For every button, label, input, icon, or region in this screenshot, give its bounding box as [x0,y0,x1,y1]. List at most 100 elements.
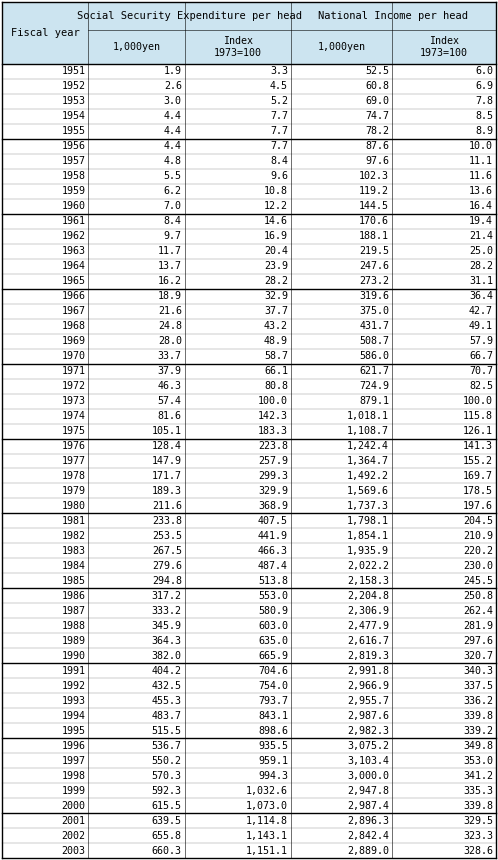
Text: 70.7: 70.7 [469,366,493,376]
Text: 1959: 1959 [61,187,86,196]
Text: 879.1: 879.1 [359,396,389,406]
Text: 487.4: 487.4 [258,561,288,571]
Text: 5.2: 5.2 [270,96,288,107]
Text: 2,966.9: 2,966.9 [347,681,389,691]
Text: 3,075.2: 3,075.2 [347,740,389,751]
Text: 28.0: 28.0 [158,336,182,347]
Text: 455.3: 455.3 [152,696,182,706]
Text: 267.5: 267.5 [152,546,182,556]
Text: 4.4: 4.4 [164,141,182,151]
Text: 33.7: 33.7 [158,351,182,361]
Text: 188.1: 188.1 [359,231,389,242]
Text: 843.1: 843.1 [258,710,288,721]
Text: 46.3: 46.3 [158,381,182,391]
Text: Index
1973=100: Index 1973=100 [420,36,468,58]
Text: 19.4: 19.4 [469,217,493,226]
Text: 2,896.3: 2,896.3 [347,815,389,826]
Text: 1999: 1999 [61,785,86,796]
Text: 580.9: 580.9 [258,605,288,616]
Text: 328.6: 328.6 [463,845,493,856]
Text: 233.8: 233.8 [152,516,182,526]
Text: 8.4: 8.4 [270,157,288,166]
Text: 1,492.2: 1,492.2 [347,471,389,481]
Text: 1954: 1954 [61,112,86,121]
Text: 9.6: 9.6 [270,171,288,181]
Text: 11.6: 11.6 [469,171,493,181]
Text: 211.6: 211.6 [152,501,182,511]
Text: 2,306.9: 2,306.9 [347,605,389,616]
Text: 21.4: 21.4 [469,231,493,242]
Text: 431.7: 431.7 [359,321,389,331]
Text: 197.6: 197.6 [463,501,493,511]
Text: 294.8: 294.8 [152,576,182,586]
Text: 2,889.0: 2,889.0 [347,845,389,856]
Text: 2001: 2001 [61,815,86,826]
Text: 3.0: 3.0 [164,96,182,107]
Text: 281.9: 281.9 [463,621,493,630]
Text: 1995: 1995 [61,726,86,735]
Text: 4.8: 4.8 [164,157,182,166]
Text: 1,798.1: 1,798.1 [347,516,389,526]
Text: 299.3: 299.3 [258,471,288,481]
Text: 704.6: 704.6 [258,666,288,676]
Text: 339.8: 339.8 [463,801,493,811]
Text: 6.2: 6.2 [164,187,182,196]
Text: 1990: 1990 [61,651,86,660]
Text: 320.7: 320.7 [463,651,493,660]
Text: Fiscal year: Fiscal year [11,28,80,38]
Text: 1,737.3: 1,737.3 [347,501,389,511]
Text: 1952: 1952 [61,82,86,91]
Text: 1997: 1997 [61,756,86,765]
Text: 1,935.9: 1,935.9 [347,546,389,556]
Text: 553.0: 553.0 [258,591,288,601]
Text: 665.9: 665.9 [258,651,288,660]
Text: 82.5: 82.5 [469,381,493,391]
Text: 115.8: 115.8 [463,411,493,421]
Text: 262.4: 262.4 [463,605,493,616]
Text: 466.3: 466.3 [258,546,288,556]
Text: 11.1: 11.1 [469,157,493,166]
Text: 7.7: 7.7 [270,141,288,151]
Text: 28.2: 28.2 [264,276,288,286]
Text: 10.0: 10.0 [469,141,493,151]
Text: 279.6: 279.6 [152,561,182,571]
Text: 2,158.3: 2,158.3 [347,576,389,586]
Text: 353.0: 353.0 [463,756,493,765]
Text: 337.5: 337.5 [463,681,493,691]
Text: 1953: 1953 [61,96,86,107]
Text: 1,073.0: 1,073.0 [246,801,288,811]
Text: 1960: 1960 [61,201,86,212]
Text: 1,000yen: 1,000yen [113,42,161,52]
Text: 230.0: 230.0 [463,561,493,571]
Text: 959.1: 959.1 [258,756,288,765]
Text: 2003: 2003 [61,845,86,856]
Text: 1994: 1994 [61,710,86,721]
Text: 178.5: 178.5 [463,486,493,496]
Text: 1979: 1979 [61,486,86,496]
Text: 37.9: 37.9 [158,366,182,376]
Text: 615.5: 615.5 [152,801,182,811]
Text: 2,955.7: 2,955.7 [347,696,389,706]
Text: 3.3: 3.3 [270,66,288,77]
Text: 42.7: 42.7 [469,306,493,316]
Text: 80.8: 80.8 [264,381,288,391]
Text: 144.5: 144.5 [359,201,389,212]
Text: 141.3: 141.3 [463,441,493,451]
Text: 550.2: 550.2 [152,756,182,765]
Text: 1,018.1: 1,018.1 [347,411,389,421]
Text: 1977: 1977 [61,456,86,466]
Text: 345.9: 345.9 [152,621,182,630]
Text: 18.9: 18.9 [158,292,182,301]
Text: 16.9: 16.9 [264,231,288,242]
Text: 1,151.1: 1,151.1 [246,845,288,856]
Text: 43.2: 43.2 [264,321,288,331]
Text: 100.0: 100.0 [258,396,288,406]
Text: 1,000yen: 1,000yen [318,42,366,52]
Text: 9.7: 9.7 [164,231,182,242]
Text: 513.8: 513.8 [258,576,288,586]
Text: 333.2: 333.2 [152,605,182,616]
Text: 87.6: 87.6 [365,141,389,151]
Text: 1964: 1964 [61,261,86,271]
Text: 1998: 1998 [61,771,86,781]
Bar [2,2,496,64]
